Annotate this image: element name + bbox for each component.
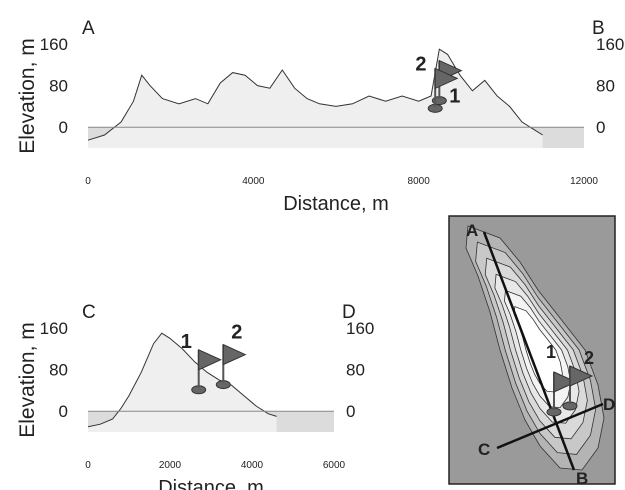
profile-start-letter: A xyxy=(82,18,95,39)
contour-map: A B C D 1 2 xyxy=(448,215,616,488)
profile-end-letter: B xyxy=(592,18,605,39)
flag-label-2: 2 xyxy=(231,322,242,344)
y-tick-right: 80 xyxy=(596,77,615,96)
terrain-area xyxy=(88,49,543,149)
x-tick: 4000 xyxy=(241,460,264,471)
profile-line-ab xyxy=(482,231,576,471)
y-tick-right: 80 xyxy=(346,361,365,380)
map-flag-label-1: 1 xyxy=(546,342,556,362)
profile-end-letter: D xyxy=(342,302,356,323)
y-tick-right: 0 xyxy=(346,402,355,421)
y-tick-right: 160 xyxy=(596,35,624,54)
y-tick-left: 80 xyxy=(49,361,68,380)
flag-label-1: 1 xyxy=(181,331,192,353)
map-flag-2-pennant xyxy=(569,365,594,387)
terrain-line xyxy=(87,332,277,428)
flag-1-pennant xyxy=(434,67,459,90)
terrain-area xyxy=(88,333,277,432)
x-axis-label: Distance, m xyxy=(158,477,264,490)
y-axis-label: Elevation, m xyxy=(16,38,39,154)
flag-1-pennant xyxy=(198,349,222,371)
x-tick: 4000 xyxy=(242,176,265,187)
profile-line-cd xyxy=(496,402,604,450)
y-tick-right: 0 xyxy=(596,118,605,137)
flag-label-2: 2 xyxy=(415,54,426,76)
flag-2-pennant xyxy=(222,343,247,366)
x-tick: 8000 xyxy=(408,176,431,187)
y-tick-left: 80 xyxy=(49,77,68,96)
map-letter-a: A xyxy=(466,221,478,240)
y-tick-left: 160 xyxy=(40,35,68,54)
profile-start-letter: C xyxy=(82,302,96,323)
y-tick-left: 0 xyxy=(59,118,68,137)
x-tick: 2000 xyxy=(159,460,182,471)
x-tick: 12000 xyxy=(570,176,598,187)
x-tick: 6000 xyxy=(323,460,346,471)
profile-chart-cd: 160 160 80 80 0 0 0 2000 4000 6000 C D Distance, m El… xyxy=(16,302,374,490)
x-tick: 0 xyxy=(85,460,91,471)
map-letter-d: D xyxy=(603,395,615,414)
x-axis-label: Distance, m xyxy=(283,193,389,215)
terrain-line xyxy=(87,48,543,141)
flag-label-1: 1 xyxy=(449,85,460,107)
y-tick-left: 0 xyxy=(59,402,68,421)
y-tick-left: 160 xyxy=(40,319,68,338)
map-letter-c: C xyxy=(478,440,490,459)
x-tick: 0 xyxy=(85,176,91,187)
map-flag-1-pennant xyxy=(553,371,578,393)
y-tick-right: 160 xyxy=(346,319,374,338)
y-axis-label: Elevation, m xyxy=(16,322,39,438)
map-letter-b: B xyxy=(576,469,588,488)
map-flag-label-2: 2 xyxy=(584,348,594,368)
